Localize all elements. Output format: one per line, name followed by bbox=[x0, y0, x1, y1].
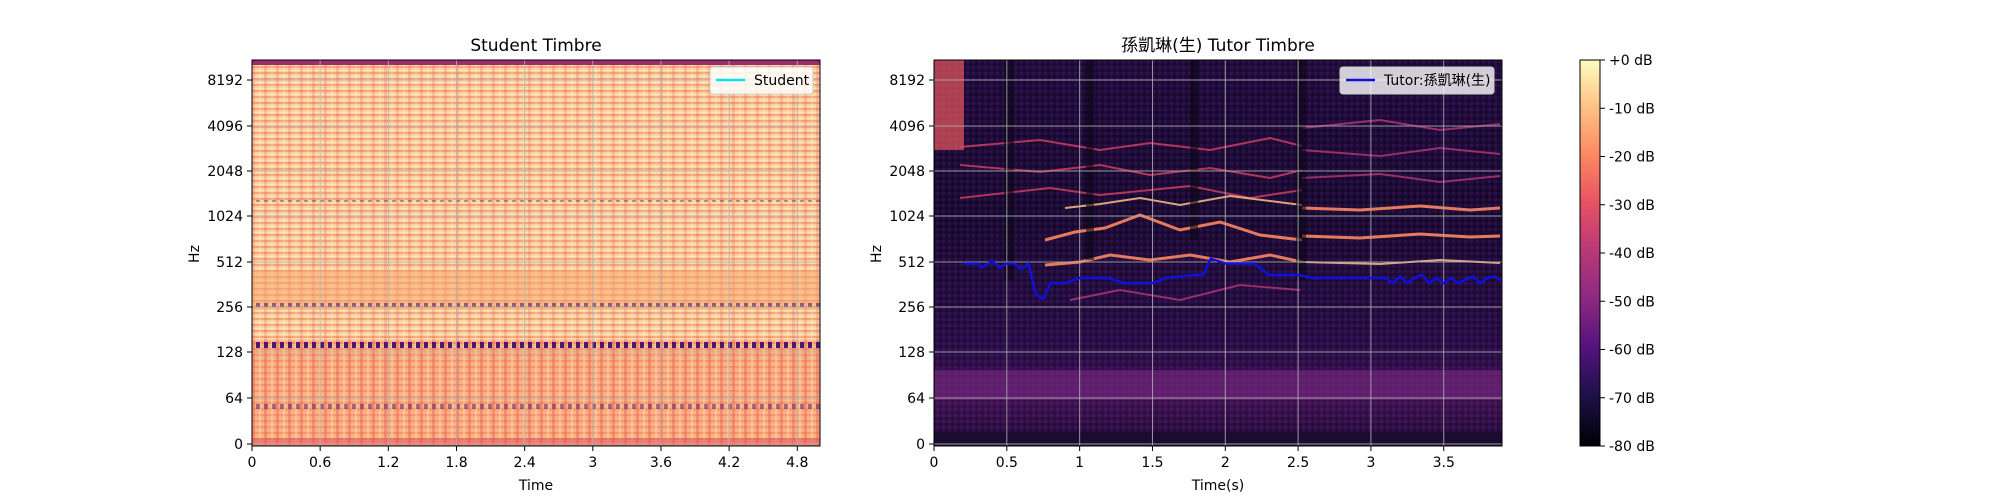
x-tick-label: 0 bbox=[248, 455, 257, 471]
tutor-panel: 孫凱琳(生) Tutor Timbre bbox=[869, 36, 1503, 494]
tutor-legend: Tutor:孫凱琳(生) bbox=[1339, 66, 1495, 95]
colorbar-gradient bbox=[1579, 59, 1601, 447]
tutor-axes-frame bbox=[933, 59, 1503, 447]
tutor-x-ticks: 0 0.5 1 1.5 2 2.5 3 3.5 bbox=[930, 446, 1455, 471]
x-tick-label: 3 bbox=[588, 455, 597, 471]
colorbar-tick-label: -80 dB bbox=[1609, 439, 1655, 455]
colorbar-tick-label: -30 dB bbox=[1609, 198, 1655, 214]
colorbar: +0 dB -10 dB -20 dB -30 dB -40 dB -50 dB -60 d… bbox=[1579, 53, 1655, 455]
y-tick-label: 512 bbox=[216, 255, 243, 271]
student-y-ticks: 0 64 128 256 512 1024 2048 4096 8192 bbox=[207, 73, 252, 453]
y-tick-label: 1024 bbox=[207, 209, 243, 225]
colorbar-tick-label: -50 dB bbox=[1609, 294, 1655, 310]
tutor-title: 孫凱琳(生) Tutor Timbre bbox=[1121, 36, 1315, 56]
y-tick-label: 64 bbox=[907, 391, 925, 407]
student-panel: Student Timbre 0 0.6 1.2 1.8 2.4 3 3.6 4.2 4.8 0… bbox=[187, 36, 821, 494]
tutor-pitch-line bbox=[963, 256, 1503, 301]
colorbar-ticks: +0 dB -10 dB -20 dB -30 dB -40 dB -50 dB -60 d… bbox=[1600, 53, 1655, 455]
y-tick-label: 8192 bbox=[889, 73, 925, 89]
student-y-axis-label: Hz bbox=[187, 245, 203, 263]
colorbar-tick-label: -10 dB bbox=[1609, 101, 1655, 117]
x-tick-label: 2.4 bbox=[514, 455, 536, 471]
x-tick-label: 0 bbox=[930, 455, 939, 471]
x-tick-label: 1.5 bbox=[1141, 455, 1163, 471]
x-tick-label: 2.5 bbox=[1287, 455, 1309, 471]
x-tick-label: 3.5 bbox=[1433, 455, 1455, 471]
y-tick-label: 0 bbox=[234, 437, 243, 453]
x-tick-label: 0.5 bbox=[996, 455, 1018, 471]
y-tick-label: 256 bbox=[898, 300, 925, 316]
student-x-ticks: 0 0.6 1.2 1.8 2.4 3 3.6 4.2 4.8 bbox=[248, 446, 808, 471]
tutor-x-axis-label: Time(s) bbox=[1191, 478, 1244, 494]
colorbar-tick-label: -70 dB bbox=[1609, 391, 1655, 407]
y-tick-label: 2048 bbox=[207, 164, 243, 180]
student-x-axis-label: Time bbox=[518, 478, 553, 494]
student-title: Student Timbre bbox=[470, 36, 601, 56]
tutor-legend-label: Tutor:孫凱琳(生) bbox=[1383, 73, 1491, 89]
y-tick-label: 512 bbox=[898, 255, 925, 271]
y-tick-label: 64 bbox=[225, 391, 243, 407]
tutor-y-axis-label: Hz bbox=[869, 245, 885, 263]
y-tick-label: 256 bbox=[216, 300, 243, 316]
x-tick-label: 3.6 bbox=[650, 455, 672, 471]
student-legend-label: Student bbox=[754, 73, 810, 89]
x-tick-label: 4.2 bbox=[718, 455, 740, 471]
tutor-y-ticks: 0 64 128 256 512 1024 2048 4096 8192 bbox=[889, 73, 934, 453]
x-tick-label: 1 bbox=[1075, 455, 1084, 471]
student-spectrogram bbox=[252, 60, 820, 446]
y-tick-label: 8192 bbox=[207, 73, 243, 89]
x-tick-label: 3 bbox=[1366, 455, 1375, 471]
colorbar-tick-label: -20 dB bbox=[1609, 150, 1655, 166]
x-tick-label: 0.6 bbox=[309, 455, 331, 471]
y-tick-label: 2048 bbox=[889, 164, 925, 180]
y-tick-label: 128 bbox=[898, 345, 925, 361]
y-tick-label: 4096 bbox=[889, 119, 925, 135]
x-tick-label: 4.8 bbox=[786, 455, 808, 471]
x-tick-label: 1.2 bbox=[377, 455, 399, 471]
y-tick-label: 128 bbox=[216, 345, 243, 361]
y-tick-label: 4096 bbox=[207, 119, 243, 135]
tutor-spectrogram bbox=[934, 60, 1502, 446]
x-tick-label: 2 bbox=[1221, 455, 1230, 471]
x-tick-label: 1.8 bbox=[445, 455, 467, 471]
student-legend: Student bbox=[709, 66, 814, 95]
colorbar-tick-label: -60 dB bbox=[1609, 343, 1655, 359]
colorbar-tick-label: -40 dB bbox=[1609, 246, 1655, 262]
colorbar-tick-label: +0 dB bbox=[1609, 53, 1653, 69]
y-tick-label: 1024 bbox=[889, 209, 925, 225]
y-tick-label: 0 bbox=[916, 437, 925, 453]
student-axes-frame bbox=[251, 59, 821, 447]
